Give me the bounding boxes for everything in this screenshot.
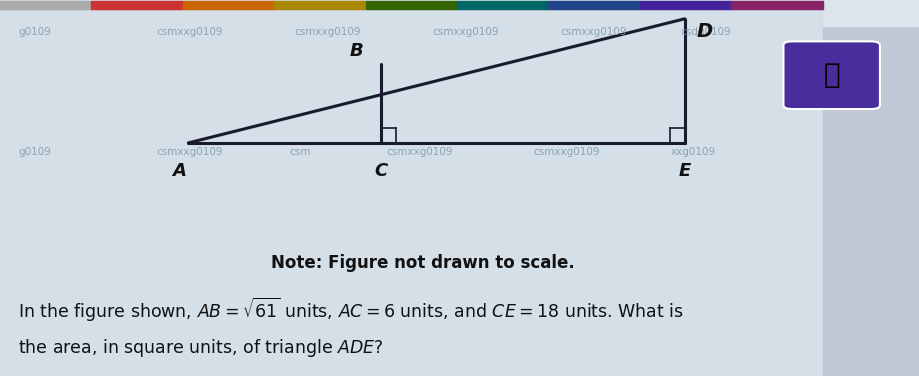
Text: B: B xyxy=(349,42,363,60)
Text: Note: Figure not drawn to scale.: Note: Figure not drawn to scale. xyxy=(271,254,574,272)
Text: csmxxg0109: csmxxg0109 xyxy=(386,147,452,157)
FancyBboxPatch shape xyxy=(783,41,880,109)
Text: D: D xyxy=(697,23,713,41)
Bar xyxy=(732,1,823,9)
Text: csmxxg0109: csmxxg0109 xyxy=(294,27,360,37)
Bar xyxy=(91,1,183,9)
Bar xyxy=(457,1,549,9)
Bar xyxy=(640,1,732,9)
Bar xyxy=(823,0,919,376)
Text: xxg0109: xxg0109 xyxy=(671,147,716,157)
Bar xyxy=(183,1,274,9)
Text: In the figure shown, $AB = \sqrt{61}$ units, $AC = 6$ units, and $CE = 18$ units: In the figure shown, $AB = \sqrt{61}$ un… xyxy=(18,296,685,324)
Text: the area, in square units, of triangle $ADE$?: the area, in square units, of triangle $… xyxy=(18,337,384,359)
Bar xyxy=(0,1,91,9)
Bar xyxy=(274,1,366,9)
Bar xyxy=(823,0,919,26)
Text: g0109: g0109 xyxy=(18,147,51,157)
Text: g0109: g0109 xyxy=(18,27,51,37)
Text: C: C xyxy=(375,162,388,180)
Text: csmxxg0109: csmxxg0109 xyxy=(432,27,498,37)
Bar xyxy=(366,1,457,9)
Text: A: A xyxy=(172,162,187,180)
Text: csmxxg0109: csmxxg0109 xyxy=(561,27,627,37)
Bar xyxy=(549,1,640,9)
Text: E: E xyxy=(678,162,691,180)
Text: csmxxg0109: csmxxg0109 xyxy=(533,147,599,157)
Text: csmxxg0109: csmxxg0109 xyxy=(156,147,222,157)
Text: csm: csm xyxy=(289,147,311,157)
Text: csmxxg0109: csmxxg0109 xyxy=(156,27,222,37)
Text: 💡: 💡 xyxy=(823,61,840,89)
Text: csdg0109: csdg0109 xyxy=(680,27,731,37)
